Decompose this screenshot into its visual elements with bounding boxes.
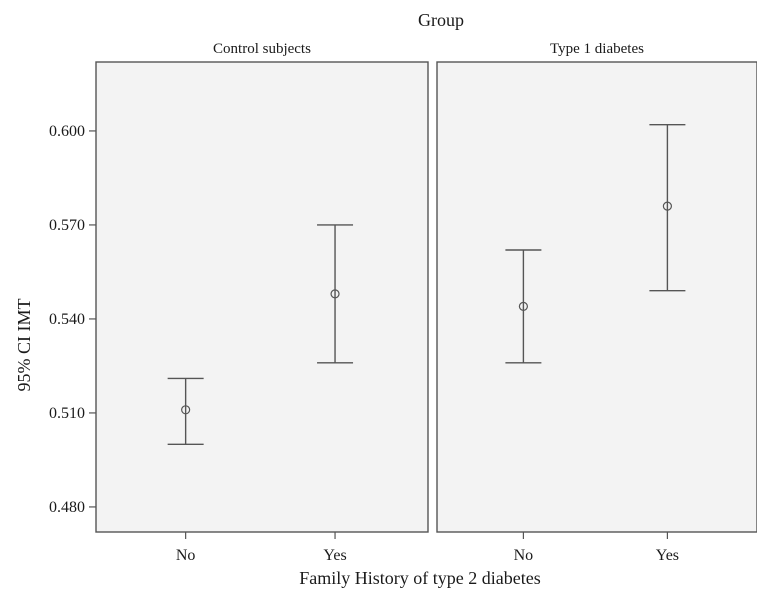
y-axis-label: 95% CI IMT [14,299,34,392]
panel-1: Control subjects No Yes [95,41,429,564]
panel-background [436,61,757,533]
panel-strip-label: Type 1 diabetes [550,41,644,57]
y-tick-label: 0.480 [49,499,85,516]
chart-title: Group [418,10,464,30]
mean-point [662,201,673,211]
x-tick-label: Yes [656,547,679,564]
x-axis-label: Family History of type 2 diabetes [299,568,540,588]
y-tick-label: 0.540 [49,311,85,328]
mean-point [181,405,191,415]
y-tick-label: 0.510 [49,405,85,422]
y-axis: 0.480 0.510 0.540 0.570 0.600 [49,123,96,516]
x-tick-label: No [176,547,196,564]
x-tick-label: No [514,547,534,564]
mean-point [330,289,340,299]
mean-point [518,301,529,311]
panel-strip-label: Control subjects [213,41,311,57]
panels: Control subjects No Yes Type 1 diabetes No Ye… [95,41,757,564]
y-tick-label: 0.600 [49,123,85,140]
y-tick-label: 0.570 [49,217,85,234]
panel-background [95,61,429,533]
panel-2: Type 1 diabetes No Yes [436,41,757,564]
x-tick-label: Yes [323,547,346,564]
